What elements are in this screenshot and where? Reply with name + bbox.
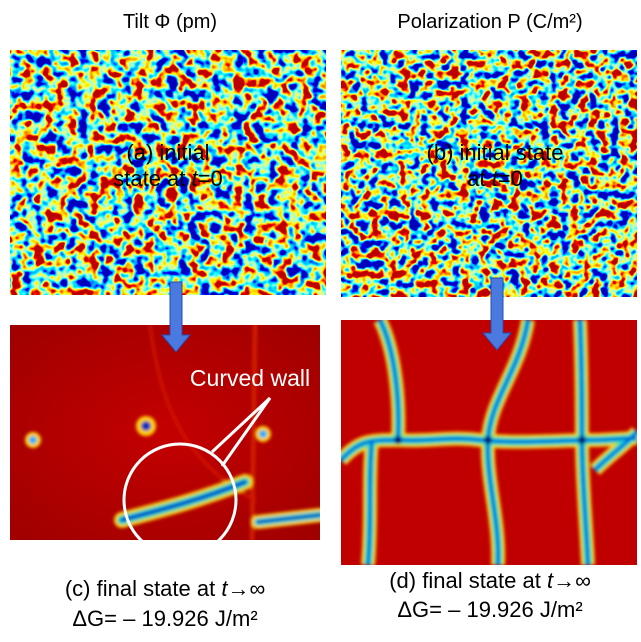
image-c xyxy=(10,325,320,540)
caption-part: t xyxy=(221,576,228,601)
caption-part: state at xyxy=(113,166,191,191)
panel-caption: ΔG= – 19.926 J/m² xyxy=(397,597,582,622)
caption-part: (c) final state at xyxy=(65,576,222,601)
panel-caption: (b) initial state xyxy=(427,140,564,165)
caption-part: (a) initial xyxy=(126,140,209,165)
arrow-b xyxy=(481,277,513,351)
junction xyxy=(484,436,492,444)
domain-wall xyxy=(341,437,637,461)
panel-caption: (c) final state at t→∞ xyxy=(65,576,265,601)
caption-part: ΔG= – 19.926 J/m² xyxy=(72,606,257,631)
domain-wall xyxy=(379,320,400,441)
panel-caption: state at t=0 xyxy=(113,166,223,191)
caption-part: =0 xyxy=(198,166,223,191)
domain-wall xyxy=(594,431,637,471)
caption-part: t xyxy=(492,166,499,191)
title-tilt: Tilt Φ (pm) xyxy=(123,11,217,33)
caption-part: →∞ xyxy=(553,568,591,593)
caption-part: →∞ xyxy=(227,576,265,601)
junction xyxy=(578,436,586,444)
panel-caption: (d) final state at t→∞ xyxy=(389,568,591,593)
caption-part: t xyxy=(547,568,554,593)
callout-circle xyxy=(122,442,238,558)
arrow-a xyxy=(160,281,192,353)
domain-wall xyxy=(367,439,373,565)
caption-part: t xyxy=(192,166,199,191)
image-a xyxy=(10,50,326,295)
panel-caption: ΔG= – 19.926 J/m² xyxy=(72,606,257,631)
caption-part: (b) initial state xyxy=(427,140,564,165)
caption-part: (d) final state at xyxy=(389,568,547,593)
panel-caption: at t=0 xyxy=(467,166,523,191)
caption-part: at xyxy=(467,166,491,191)
panel-caption: (a) initial xyxy=(126,140,209,165)
junction xyxy=(394,436,402,444)
image-b xyxy=(341,50,637,297)
annotation: Curved wall xyxy=(190,365,310,391)
title-polarization: Polarization P (C/m²) xyxy=(397,11,582,33)
caption-part: ΔG= – 19.926 J/m² xyxy=(397,597,582,622)
image-d xyxy=(341,320,637,565)
callout-pointer xyxy=(210,396,272,467)
caption-part: =0 xyxy=(498,166,523,191)
